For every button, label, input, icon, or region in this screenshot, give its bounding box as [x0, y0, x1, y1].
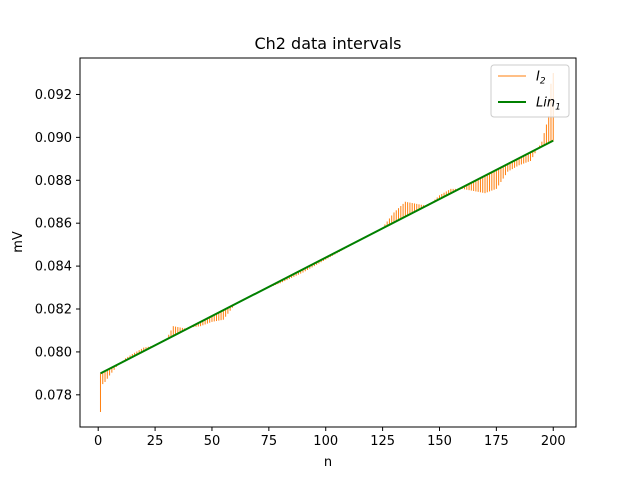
y-tick-label: 0.084: [35, 260, 72, 275]
x-tick-label: 0: [94, 434, 102, 449]
x-tick-label: 25: [147, 434, 164, 449]
chart-title: Ch2 data intervals: [254, 34, 401, 53]
legend-box: [490, 64, 570, 118]
y-tick-label: 0.088: [35, 174, 72, 189]
legend: I2 Lin1: [490, 64, 570, 118]
x-tick-label: 200: [541, 434, 566, 449]
interval-bars: [99, 73, 554, 412]
legend-label-i2: I2: [536, 70, 546, 87]
series-lines: [100, 139, 554, 375]
x-tick-label: 175: [484, 434, 509, 449]
y-tick-label: 0.092: [35, 88, 72, 103]
y-tick-label: 0.078: [35, 388, 72, 403]
y-axis-label: mV: [11, 231, 26, 253]
y-tick-label: 0.080: [35, 345, 72, 360]
y-tick-label: 0.086: [35, 217, 72, 232]
lin1-line: [100, 139, 554, 375]
plot-area-frame: [79, 57, 577, 428]
y-tick-label: 0.090: [35, 131, 72, 146]
x-tick-label: 75: [261, 434, 278, 449]
x-tick-label: 125: [370, 434, 395, 449]
x-tick-label: 150: [427, 434, 452, 449]
x-tick-label: 100: [313, 434, 338, 449]
x-tick-label: 50: [204, 434, 221, 449]
x-axis-ticks: 0 25 50 75 100 125 150 175 200: [94, 427, 566, 449]
y-tick-label: 0.082: [35, 303, 72, 318]
legend-label-lin1: Lin1: [536, 96, 561, 113]
y-axis-ticks: 0.078 0.080 0.082 0.084 0.086 0.088 0.090 0.092: [35, 88, 80, 403]
x-axis-label: n: [324, 455, 332, 470]
